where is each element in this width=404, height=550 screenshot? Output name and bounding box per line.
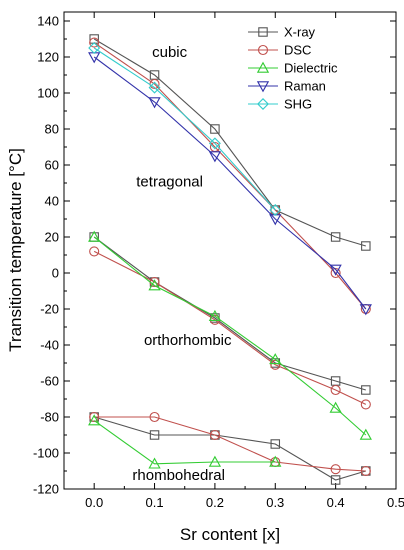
series-dielectric	[88, 230, 372, 469]
data-series	[88, 34, 372, 485]
x-tick-label: 0.1	[146, 495, 164, 510]
data-point-square	[361, 385, 371, 395]
phase-label: cubic	[152, 44, 188, 61]
phase-label: tetragonal	[136, 174, 203, 191]
series-line	[93, 250, 367, 405]
data-point-diamond	[88, 42, 101, 54]
data-point-square	[210, 124, 220, 134]
y-tick-label: 60	[45, 158, 59, 173]
x-tick-label: 0.2	[206, 495, 224, 510]
x-tick-label: 0.5	[387, 495, 404, 510]
series-line	[93, 56, 367, 310]
series-line	[93, 38, 366, 247]
data-point-circle	[360, 399, 371, 410]
y-tick-label: 40	[45, 194, 59, 209]
y-tick-label: 80	[45, 122, 59, 137]
legend-label: X-ray	[284, 25, 316, 40]
data-point-square	[330, 475, 341, 485]
series-dsc	[89, 37, 371, 477]
legend-item: DSC	[248, 43, 311, 58]
legend-label: SHG	[284, 97, 312, 112]
legend-label: Dielectric	[284, 61, 338, 76]
series-line	[94, 416, 366, 481]
series-raman	[88, 52, 372, 316]
x-tick-label: 0.0	[85, 495, 103, 510]
series-line	[93, 47, 276, 211]
data-point-circle	[257, 44, 269, 56]
data-point-square	[258, 27, 268, 37]
data-point-circle	[330, 384, 341, 396]
data-point-diamond	[257, 98, 269, 110]
y-tick-label: -120	[33, 482, 59, 497]
y-axis-label: Transition temperature [°C]	[6, 148, 25, 352]
y-tick-label: -20	[40, 302, 59, 317]
data-point-triangle-up	[88, 230, 101, 242]
legend: X-ray DSC Dielectric Raman SHG	[248, 25, 338, 112]
data-point-diamond	[148, 81, 161, 94]
x-axis-label: Sr content [x]	[180, 525, 280, 544]
plot-frame	[63, 11, 397, 490]
data-point-triangle-up	[208, 309, 222, 321]
data-point-circle	[360, 465, 371, 477]
data-point-triangle-up	[88, 414, 101, 426]
y-tick-label: 20	[45, 230, 59, 245]
y-tick-label: 100	[37, 86, 59, 101]
data-point-triangle-up	[148, 279, 161, 291]
data-point-circle	[89, 246, 100, 257]
phase-label: rhombohedral	[132, 467, 225, 484]
data-point-diamond	[208, 137, 221, 150]
data-point-circle	[89, 411, 100, 423]
data-point-triangle-down	[256, 81, 270, 93]
data-point-triangle-up	[269, 353, 282, 365]
y-tick-label: 140	[37, 14, 59, 29]
legend-label: DSC	[284, 43, 311, 58]
phase-label: orthorhombic	[144, 332, 232, 349]
data-point-triangle-down	[329, 264, 342, 276]
data-point-triangle-up	[269, 455, 282, 467]
y-tick-label: -80	[40, 410, 59, 425]
data-point-circle	[209, 429, 220, 441]
y-tick-label: -100	[33, 446, 59, 461]
data-point-triangle-up	[208, 455, 222, 467]
data-point-triangle-up	[148, 457, 161, 469]
data-point-circle	[89, 37, 100, 48]
series-line	[93, 236, 366, 391]
series-line	[93, 42, 367, 310]
data-point-square	[149, 430, 160, 440]
series-line	[93, 420, 276, 465]
y-tick-label: 0	[52, 266, 59, 281]
data-point-circle	[330, 464, 341, 475]
data-point-square	[361, 241, 371, 251]
data-point-circle	[149, 411, 160, 423]
data-point-triangle-down	[148, 97, 161, 109]
data-point-triangle-up	[256, 61, 270, 73]
y-tick-label: -40	[40, 338, 59, 353]
data-point-triangle-up	[359, 428, 372, 440]
y-tick-label: -60	[40, 374, 59, 389]
data-point-circle	[330, 267, 341, 279]
x-tick-label: 0.3	[266, 495, 284, 510]
y-tick-label: 120	[37, 50, 59, 65]
legend-label: Raman	[284, 79, 326, 94]
data-point-triangle-down	[208, 151, 222, 163]
data-point-triangle-up	[329, 401, 342, 413]
legend-item: X-ray	[248, 25, 316, 40]
series-line	[94, 416, 366, 472]
axis-ticks: 0.0 0.1 0.2 0.3 0.4 0.5 -120 -100 -80 -60 -40 -20 0 2…	[33, 12, 404, 510]
phase-annotations: cubic tetragonal orthorhombic rhombohedral	[132, 44, 232, 484]
data-point-square	[330, 232, 341, 242]
legend-item: SHG	[248, 97, 312, 112]
data-point-diamond	[269, 204, 282, 216]
data-point-triangle-down	[359, 304, 372, 316]
legend-item: Dielectric	[248, 61, 338, 76]
data-point-square	[270, 439, 281, 449]
series-shg	[88, 42, 282, 216]
data-point-circle	[270, 359, 281, 370]
x-tick-label: 0.4	[327, 495, 345, 510]
legend-item: Raman	[248, 79, 326, 94]
